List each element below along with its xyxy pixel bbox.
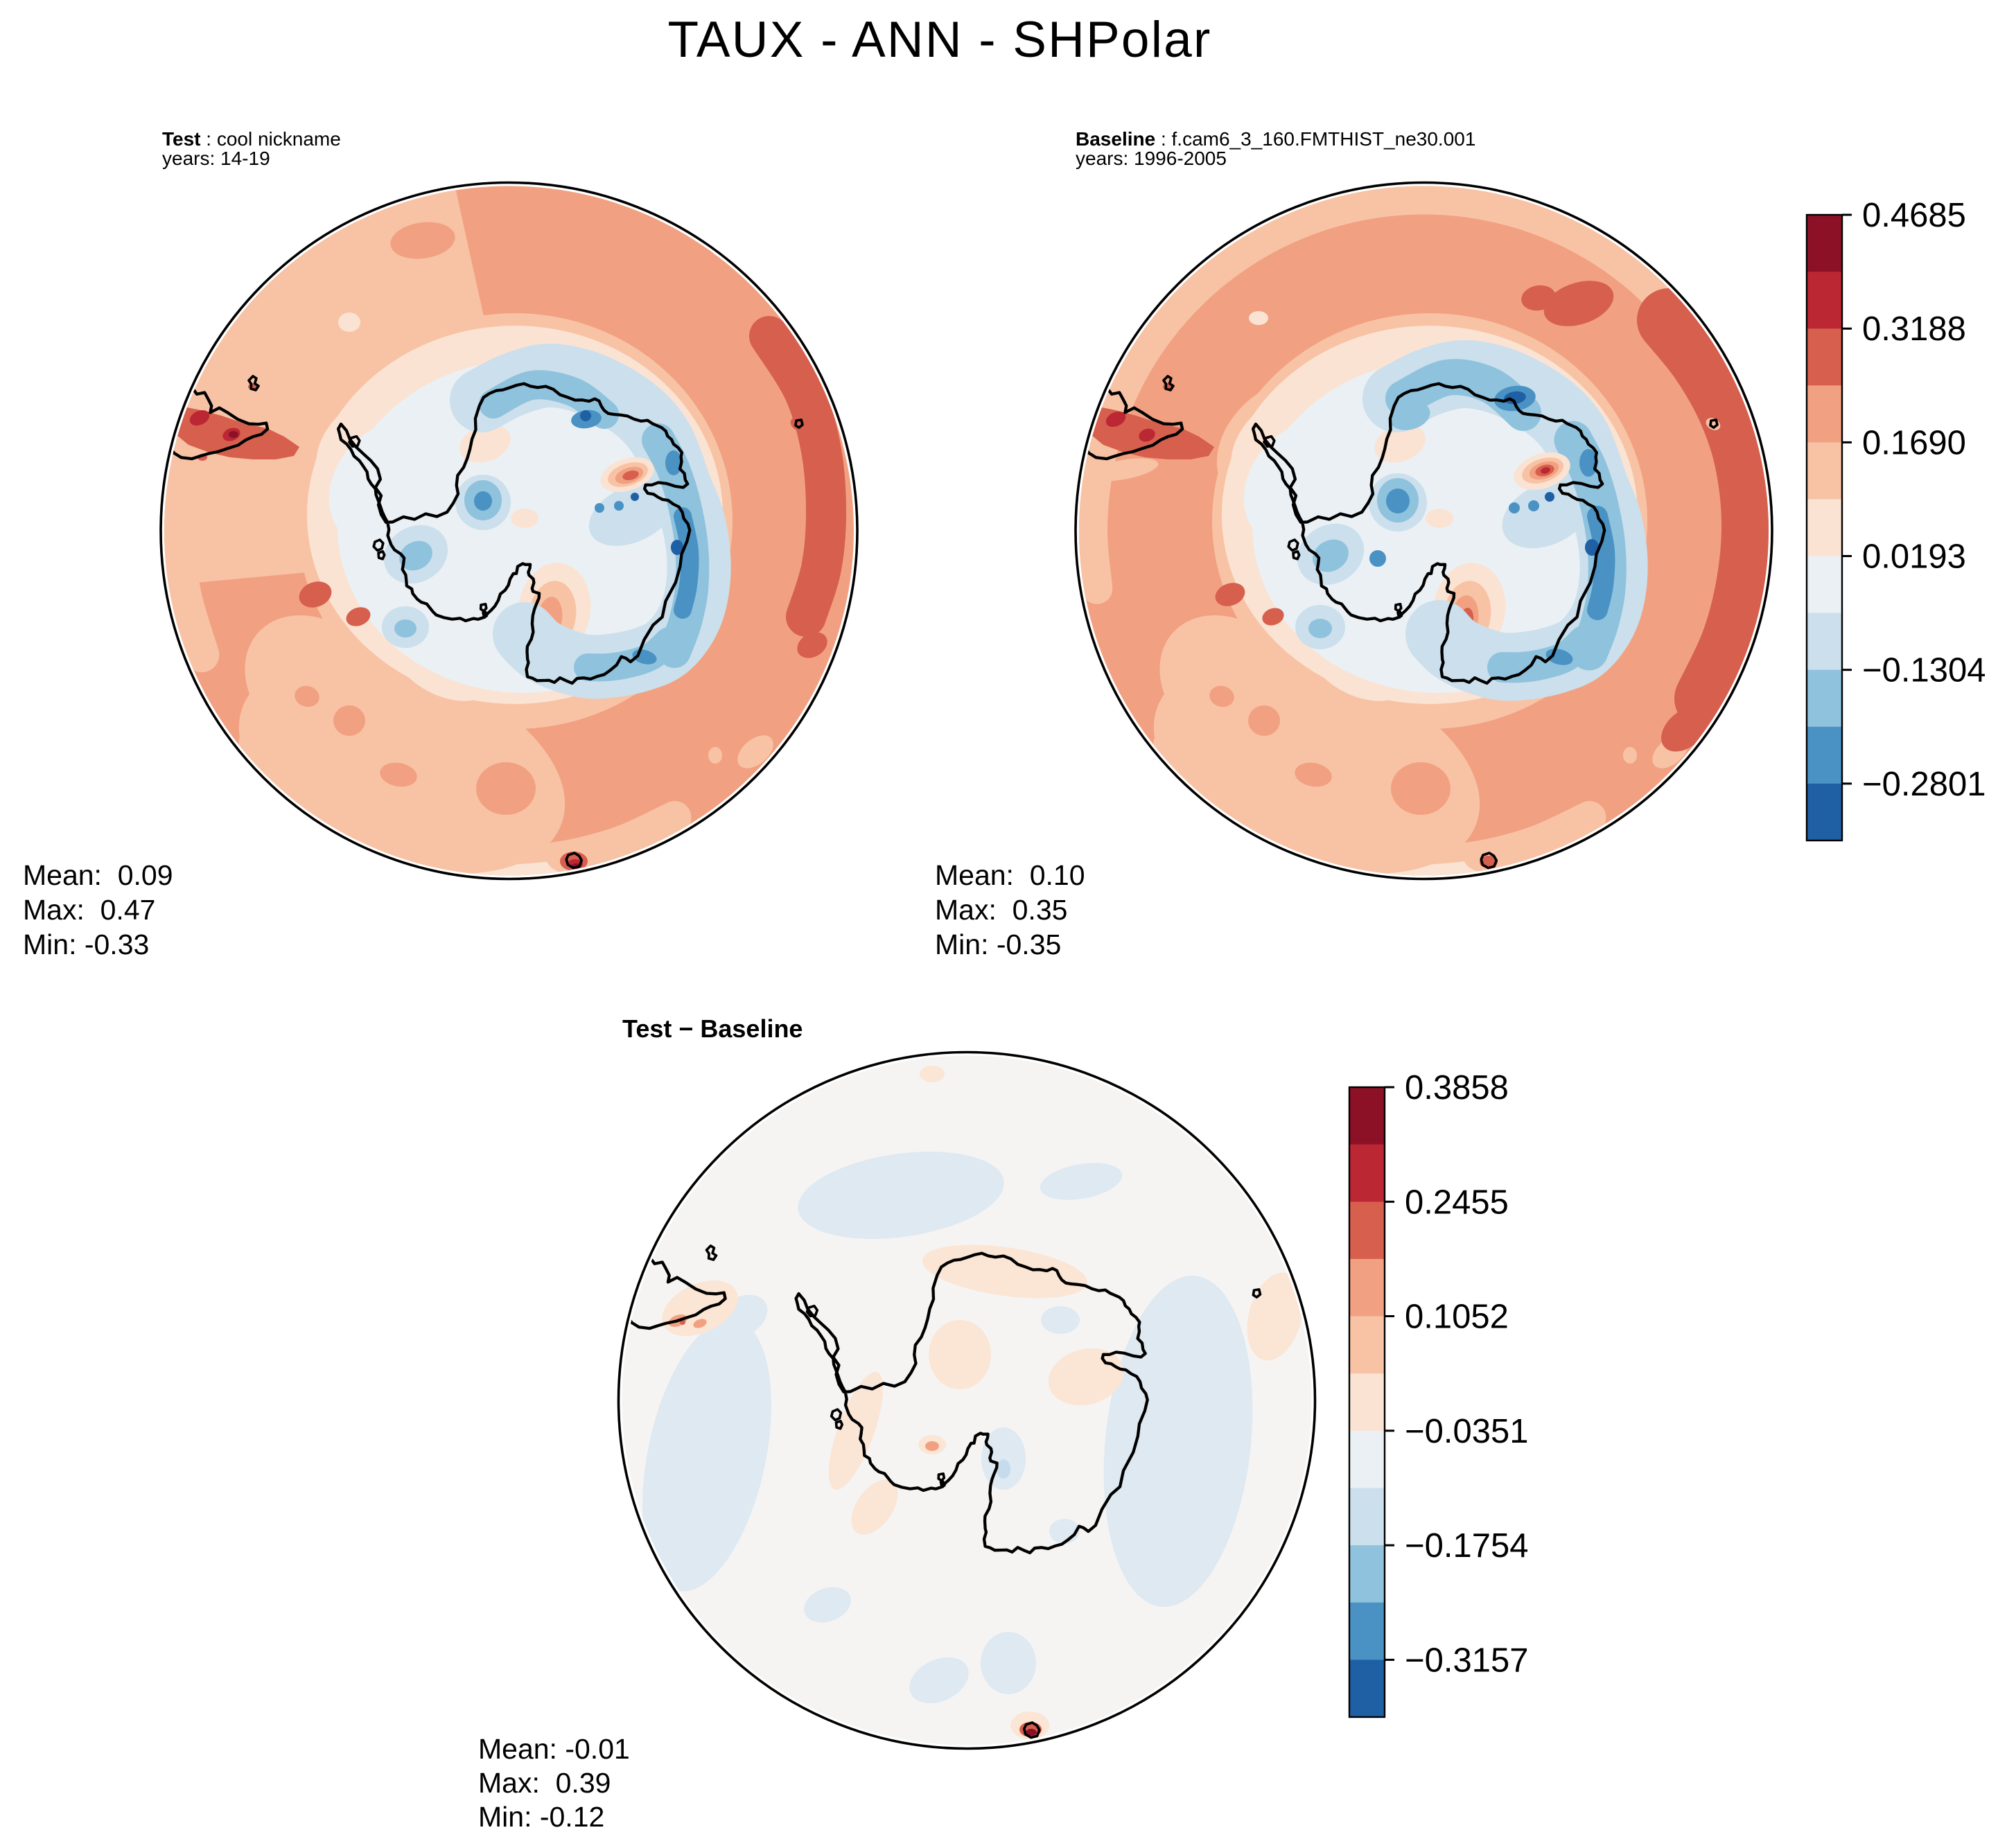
svg-text:0.0193: 0.0193: [1862, 538, 1966, 576]
svg-text:years: 14-19: years: 14-19: [162, 148, 270, 169]
svg-text:Mean: 0.09: Mean: 0.09: [23, 859, 173, 891]
svg-text:−0.2801: −0.2801: [1862, 766, 1986, 803]
svg-text:Max: 0.35: Max: 0.35: [935, 894, 1067, 926]
svg-text:−0.0351: −0.0351: [1405, 1413, 1529, 1450]
svg-text:−0.1754: −0.1754: [1405, 1527, 1529, 1565]
svg-text:Mean: -0.01: Mean: -0.01: [478, 1733, 630, 1765]
svg-text:TAUX - ANN - SHPolar: TAUX - ANN - SHPolar: [668, 12, 1212, 68]
svg-text:−0.1304: −0.1304: [1862, 652, 1986, 689]
svg-text:0.2455: 0.2455: [1405, 1183, 1509, 1221]
svg-text:0.1690: 0.1690: [1862, 424, 1966, 461]
svg-text:Baseline : f.cam6_3_160.FMTHIS: Baseline : f.cam6_3_160.FMTHIST_ne30.001: [1076, 128, 1475, 150]
svg-text:0.3858: 0.3858: [1405, 1069, 1509, 1107]
svg-text:0.4685: 0.4685: [1862, 197, 1966, 234]
svg-text:Min: -0.33: Min: -0.33: [23, 929, 149, 960]
svg-text:Max: 0.39: Max: 0.39: [478, 1767, 611, 1799]
svg-text:Min: -0.35: Min: -0.35: [935, 929, 1061, 960]
svg-text:years: 1996-2005: years: 1996-2005: [1076, 148, 1227, 169]
svg-text:0.3188: 0.3188: [1862, 310, 1966, 348]
svg-text:Min: -0.12: Min: -0.12: [478, 1801, 604, 1833]
svg-text:−0.3157: −0.3157: [1405, 1642, 1529, 1679]
svg-text:Max: 0.47: Max: 0.47: [23, 894, 155, 926]
svg-text:Mean: 0.10: Mean: 0.10: [935, 859, 1085, 891]
svg-text:Test − Baseline: Test − Baseline: [622, 1014, 803, 1043]
svg-text:0.1052: 0.1052: [1405, 1299, 1509, 1336]
svg-text:Test : cool nickname: Test : cool nickname: [162, 128, 341, 150]
